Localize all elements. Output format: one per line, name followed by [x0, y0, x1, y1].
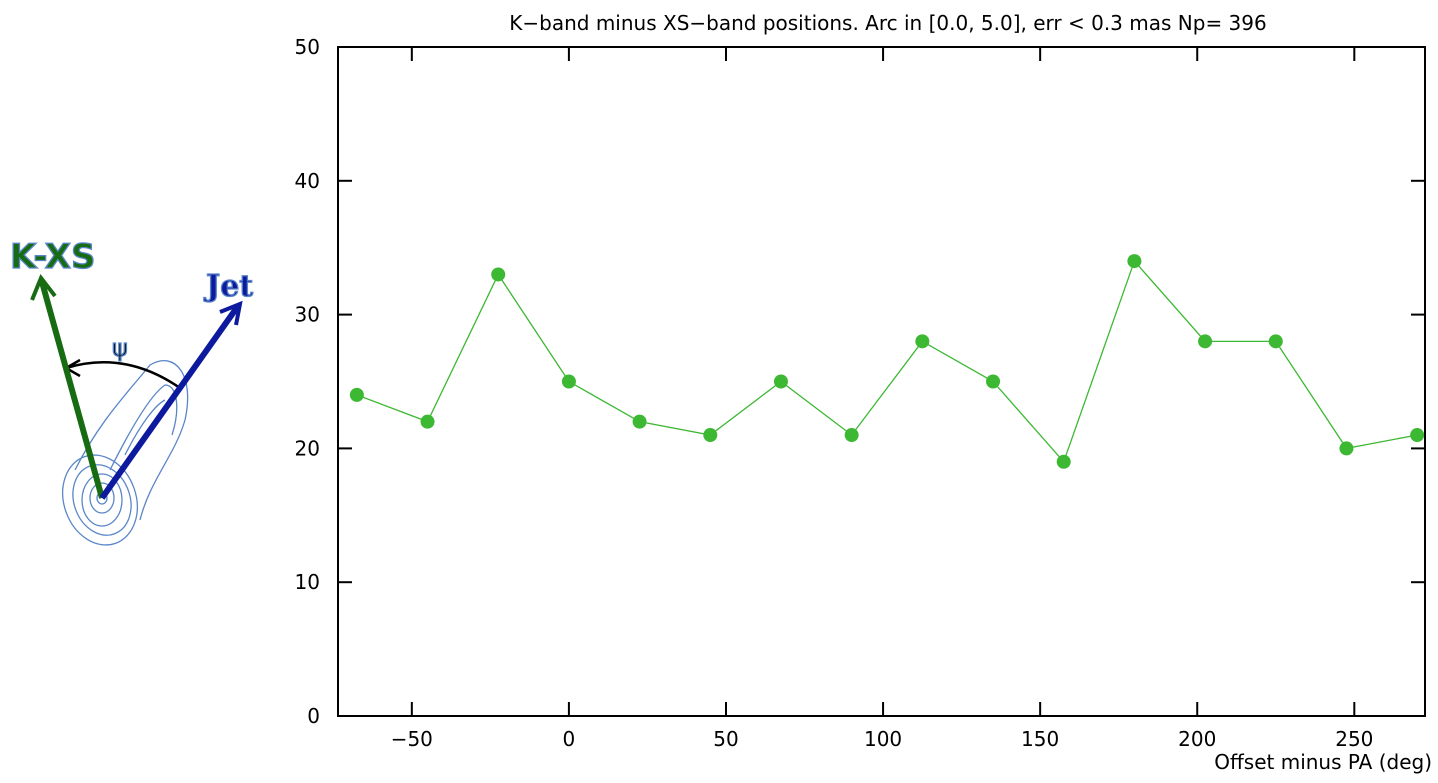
data-point [420, 414, 435, 429]
y-tick-label: 20 [295, 436, 320, 460]
kxs-arrow [39, 281, 105, 499]
y-tick-label: 30 [295, 303, 320, 327]
data-point [1056, 454, 1071, 469]
label-kxs: K-XS [10, 237, 95, 277]
x-tick-label: 250 [1335, 727, 1373, 751]
contour [74, 360, 189, 521]
y-tick-label: 10 [295, 570, 320, 594]
data-point [703, 428, 718, 443]
contour [89, 482, 115, 514]
data-point [773, 374, 788, 389]
data-point [1410, 428, 1425, 443]
contour [62, 454, 138, 546]
x-tick-label: 50 [713, 727, 738, 751]
data-point [844, 428, 859, 443]
data-point [632, 414, 647, 429]
jet-arrow [99, 304, 241, 500]
data-point [1127, 254, 1142, 269]
series-line [356, 259, 1418, 464]
arrow-head [30, 274, 57, 301]
label-psi: ψ [112, 334, 128, 362]
label-jet: Jet [203, 269, 253, 304]
data-point [1268, 334, 1283, 349]
plot-frame [337, 46, 1426, 717]
x-tick-label: 200 [1178, 727, 1216, 751]
x-tick-label: 150 [1021, 727, 1059, 751]
contour [124, 399, 166, 456]
y-tick-label: 0 [307, 704, 320, 728]
x-tick-label: 100 [864, 727, 902, 751]
contour [109, 384, 178, 471]
data-point [1339, 441, 1354, 456]
y-tick-label: 40 [295, 169, 320, 193]
data-point [915, 334, 930, 349]
x-tick-label: 0 [563, 727, 576, 751]
data-point [561, 374, 576, 389]
data-point [986, 374, 1001, 389]
data-point [1198, 334, 1213, 349]
x-tick-label: −50 [391, 727, 433, 751]
data-point [491, 267, 506, 282]
chart-title: K−band minus XS−band positions. Arc in [… [509, 11, 1266, 35]
contour [72, 464, 132, 536]
x-axis-label: Offset minus PA (deg) [1214, 750, 1432, 774]
diagram: K-XS Jet ψ [9, 236, 254, 546]
arrow-head [219, 300, 243, 326]
contour [81, 473, 123, 527]
psi-arc [65, 360, 181, 390]
data-point [349, 387, 364, 402]
y-tick-label: 50 [295, 35, 320, 59]
